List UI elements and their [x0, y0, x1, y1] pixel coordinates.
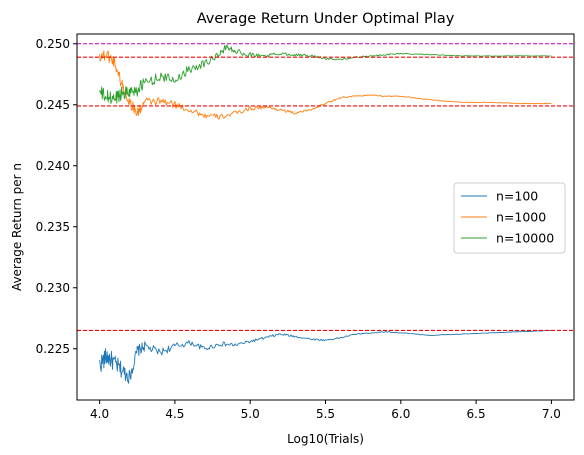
- y-tick-label: 0.245: [36, 98, 70, 112]
- legend-label: n=10000: [496, 231, 554, 246]
- y-tick-label: 0.250: [36, 37, 70, 51]
- y-tick-label: 0.225: [36, 342, 70, 356]
- x-axis: 4.0 4.5 5.0 5.5 6.0 6.5 7.0: [90, 400, 561, 421]
- x-axis-label: Log10(Trials): [287, 432, 364, 446]
- x-tick-label: 4.5: [165, 407, 184, 421]
- series-line-n-10000: [99, 44, 552, 104]
- legend: n=100 n=1000 n=10000: [453, 182, 566, 254]
- legend-box: [453, 182, 566, 254]
- y-tick-label: 0.235: [36, 220, 70, 234]
- y-axis-label: Average Return per n: [10, 163, 24, 291]
- x-tick-label: 5.0: [241, 407, 260, 421]
- series-line-n-1000: [99, 50, 552, 120]
- x-tick-label: 7.0: [542, 407, 561, 421]
- x-tick-label: 4.0: [90, 407, 109, 421]
- series-line-n-100: [99, 330, 552, 384]
- x-tick-label: 6.0: [391, 407, 410, 421]
- legend-label: n=1000: [496, 210, 546, 225]
- chart-title: Average Return Under Optimal Play: [197, 11, 455, 27]
- x-tick-label: 6.5: [467, 407, 486, 421]
- y-tick-label: 0.230: [36, 281, 70, 295]
- x-tick-label: 5.5: [316, 407, 335, 421]
- plot-area: [77, 43, 574, 384]
- legend-label: n=100: [496, 189, 538, 204]
- y-axis: 0.225 0.230 0.235 0.240 0.245 0.250: [36, 37, 77, 356]
- y-tick-label: 0.240: [36, 159, 70, 173]
